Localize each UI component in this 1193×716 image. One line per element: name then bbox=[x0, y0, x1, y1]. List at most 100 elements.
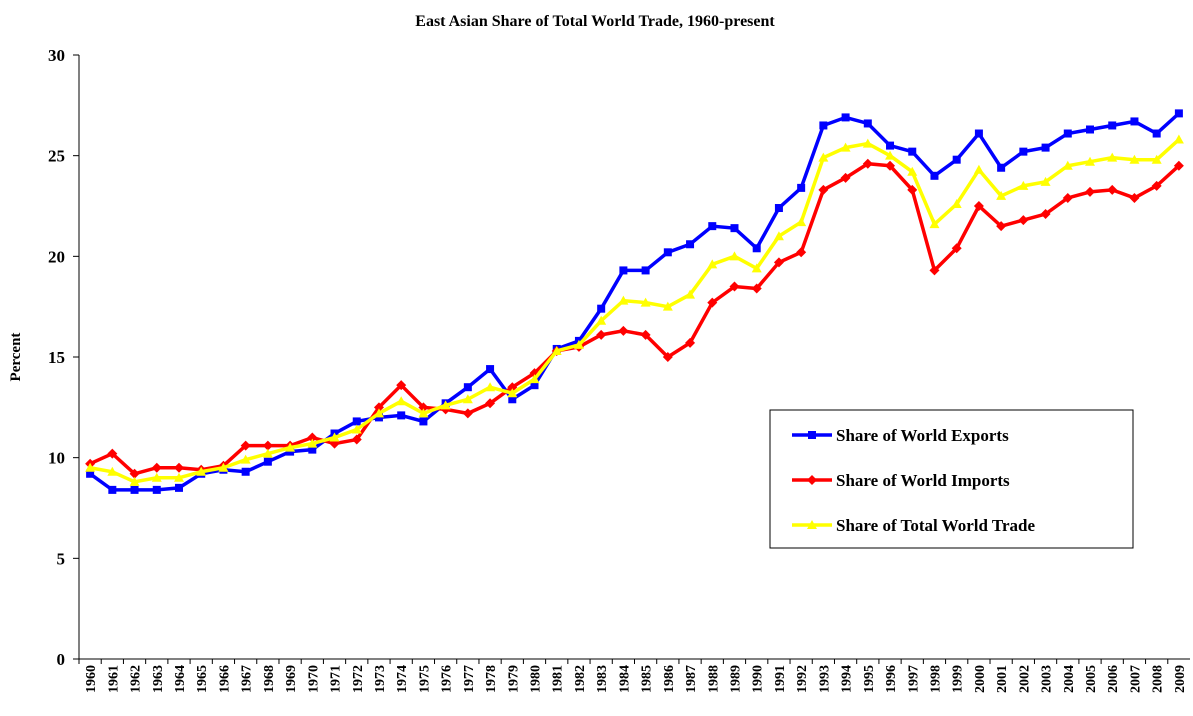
marker bbox=[708, 222, 717, 231]
x-tick-label: 1999 bbox=[951, 665, 966, 693]
marker bbox=[262, 440, 273, 451]
marker bbox=[108, 485, 117, 494]
x-tick-label: 1995 bbox=[862, 665, 877, 693]
x-tick-label: 1970 bbox=[306, 665, 321, 693]
marker bbox=[1041, 143, 1050, 152]
marker bbox=[1040, 209, 1051, 220]
marker bbox=[196, 466, 207, 476]
x-tick-label: 1978 bbox=[484, 665, 499, 693]
marker bbox=[397, 411, 406, 420]
marker bbox=[818, 184, 829, 195]
marker bbox=[730, 224, 739, 233]
marker bbox=[1174, 109, 1183, 118]
marker bbox=[951, 243, 962, 254]
y-tick-label: 25 bbox=[48, 147, 65, 166]
y-tick-label: 5 bbox=[57, 549, 66, 568]
marker bbox=[1107, 184, 1118, 195]
marker bbox=[351, 424, 362, 434]
marker bbox=[973, 164, 984, 174]
y-tick-label: 15 bbox=[48, 348, 65, 367]
marker bbox=[1062, 192, 1073, 203]
marker bbox=[418, 408, 429, 418]
marker bbox=[218, 462, 229, 472]
marker bbox=[774, 204, 783, 213]
marker bbox=[551, 345, 562, 355]
legend-label: Share of Total World Trade bbox=[836, 516, 1035, 535]
legend-label: Share of World Imports bbox=[836, 471, 1010, 490]
marker bbox=[751, 263, 762, 273]
marker bbox=[418, 402, 429, 413]
x-tick-label: 2005 bbox=[1084, 665, 1099, 693]
marker bbox=[685, 337, 696, 348]
marker bbox=[752, 244, 761, 253]
marker bbox=[929, 219, 940, 229]
marker bbox=[129, 476, 140, 486]
marker bbox=[462, 394, 473, 404]
marker bbox=[396, 396, 407, 406]
marker bbox=[508, 395, 517, 404]
x-tick-label: 1990 bbox=[751, 665, 766, 693]
x-tick-label: 2008 bbox=[1151, 665, 1166, 693]
marker bbox=[130, 485, 139, 494]
marker bbox=[796, 217, 807, 227]
x-tick-label: 2007 bbox=[1128, 665, 1143, 693]
marker bbox=[841, 113, 850, 122]
marker bbox=[107, 466, 118, 476]
x-tick-label: 1964 bbox=[173, 665, 188, 693]
marker bbox=[173, 472, 184, 482]
x-tick-label: 1985 bbox=[640, 665, 655, 693]
marker bbox=[907, 166, 918, 176]
marker bbox=[285, 442, 296, 452]
x-tick-label: 1966 bbox=[217, 665, 232, 693]
marker bbox=[773, 257, 784, 268]
marker bbox=[419, 417, 428, 426]
marker bbox=[1129, 154, 1140, 164]
marker bbox=[807, 475, 817, 485]
x-tick-label: 1986 bbox=[662, 665, 677, 693]
marker bbox=[352, 417, 361, 426]
marker bbox=[85, 462, 96, 472]
x-tick-label: 1962 bbox=[129, 665, 144, 693]
marker bbox=[886, 141, 895, 150]
marker bbox=[1085, 156, 1096, 166]
marker bbox=[486, 365, 495, 374]
x-tick-label: 1998 bbox=[928, 665, 943, 693]
x-tick-label: 1988 bbox=[706, 665, 721, 693]
marker bbox=[685, 289, 696, 299]
marker bbox=[530, 381, 539, 390]
marker bbox=[308, 445, 317, 454]
marker bbox=[640, 297, 651, 307]
marker bbox=[807, 520, 817, 529]
marker bbox=[374, 413, 383, 422]
marker bbox=[529, 374, 540, 384]
marker bbox=[174, 483, 183, 492]
marker bbox=[996, 190, 1007, 200]
x-tick-label: 1976 bbox=[440, 665, 455, 693]
x-tick-label: 2000 bbox=[973, 665, 988, 693]
marker bbox=[640, 329, 651, 340]
marker bbox=[573, 339, 584, 349]
x-tick-label: 1994 bbox=[840, 665, 855, 693]
marker bbox=[729, 281, 740, 292]
marker bbox=[1151, 180, 1162, 191]
marker bbox=[751, 283, 762, 294]
x-tick-label: 1967 bbox=[240, 665, 255, 693]
marker bbox=[597, 304, 606, 313]
x-tick-label: 1979 bbox=[506, 665, 521, 693]
marker bbox=[462, 408, 473, 419]
marker bbox=[307, 438, 318, 448]
marker bbox=[840, 172, 851, 183]
marker bbox=[86, 469, 95, 478]
marker bbox=[596, 329, 607, 340]
marker bbox=[240, 454, 251, 464]
marker bbox=[1173, 134, 1184, 144]
marker bbox=[618, 295, 629, 305]
marker bbox=[996, 221, 1007, 232]
marker bbox=[908, 147, 917, 156]
marker bbox=[1063, 129, 1072, 138]
marker bbox=[396, 380, 407, 391]
y-tick-label: 20 bbox=[48, 247, 65, 266]
x-tick-label: 1961 bbox=[106, 665, 121, 693]
marker bbox=[107, 448, 118, 459]
